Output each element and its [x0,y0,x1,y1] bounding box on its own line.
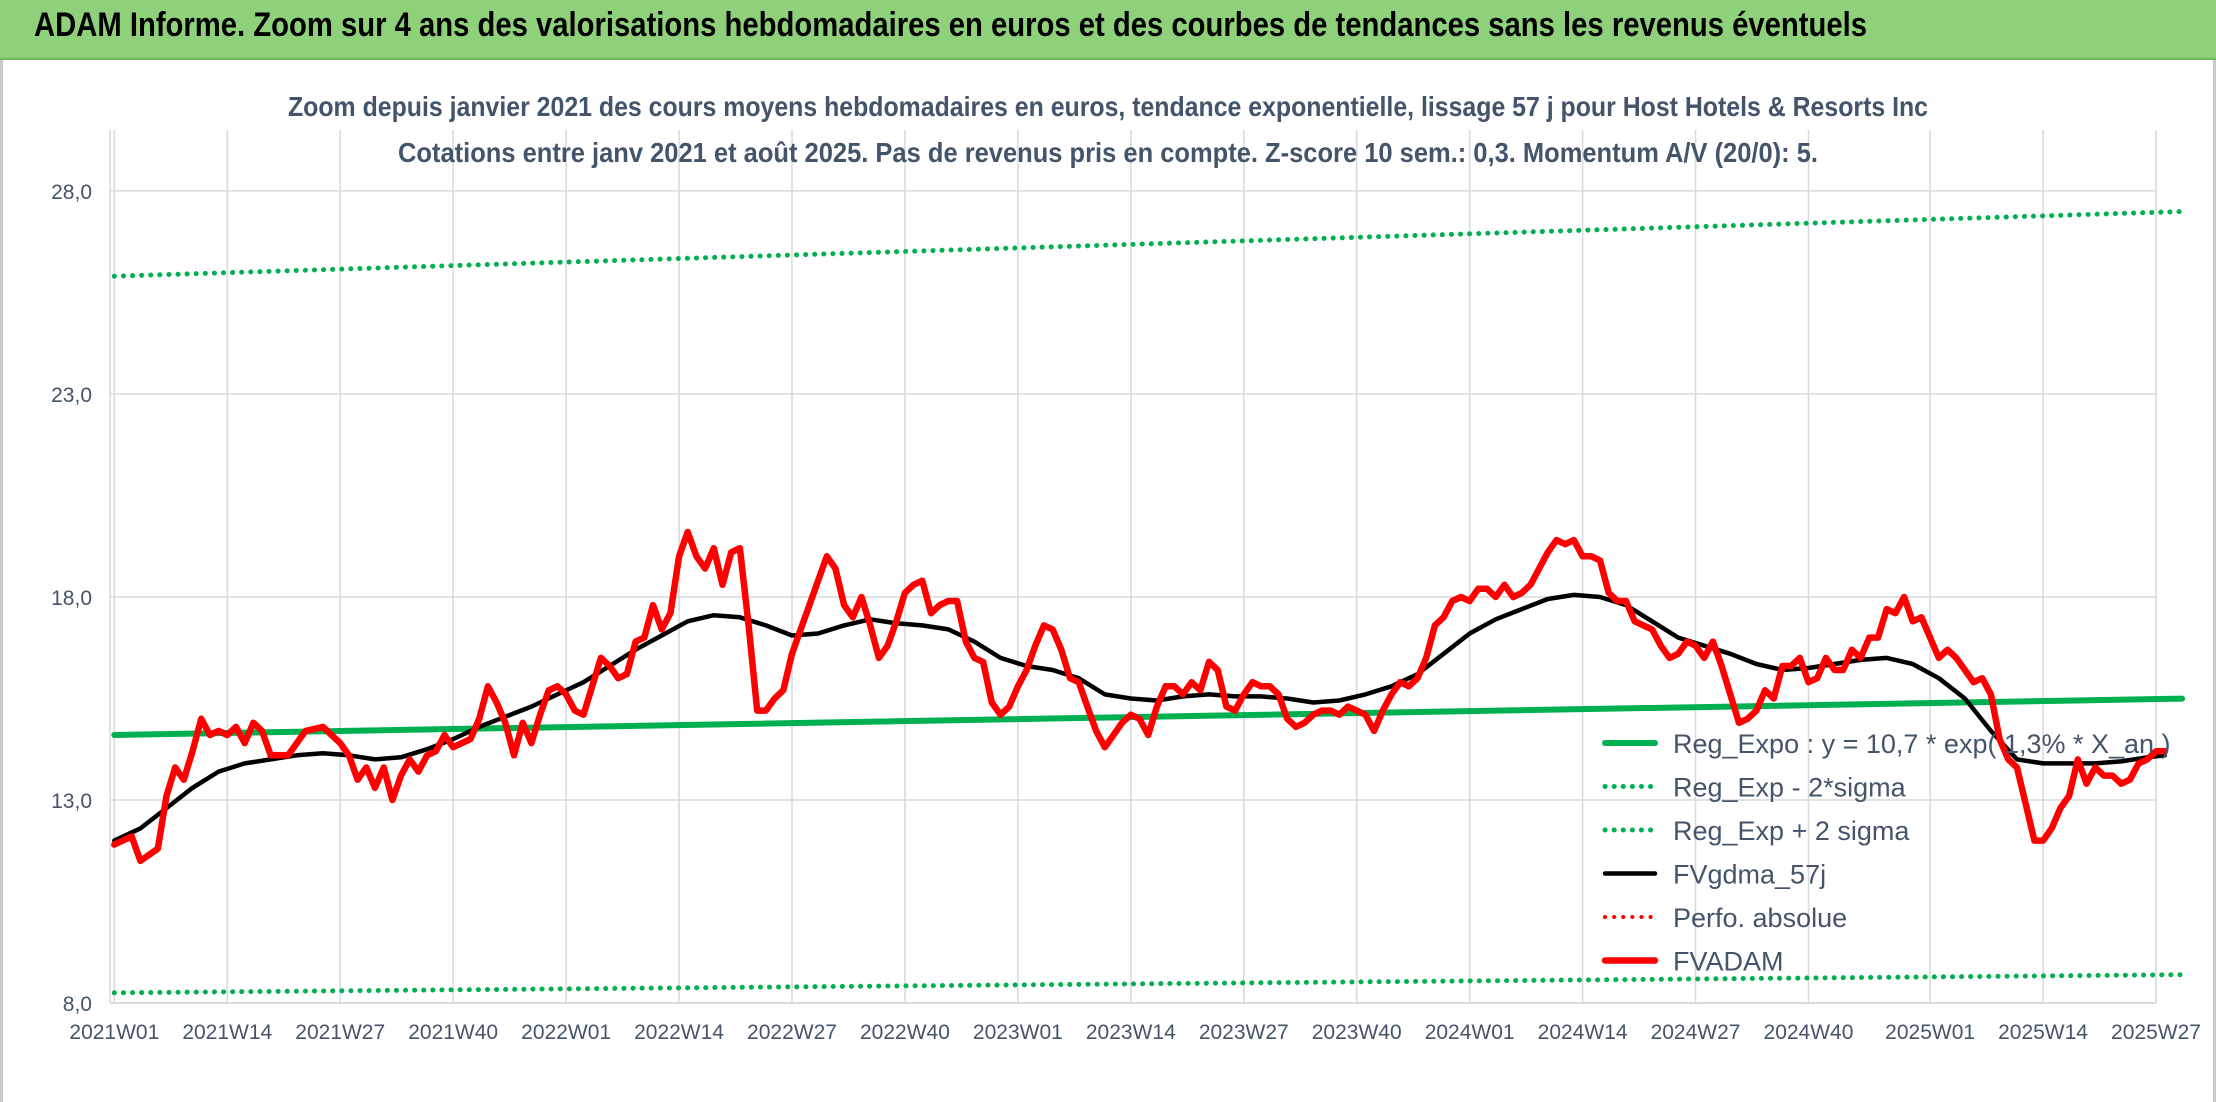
x-tick-label: 2023W40 [1312,1021,1402,1044]
x-tick-label: 2024W01 [1425,1021,1515,1044]
x-tick-label: 2021W27 [295,1021,385,1044]
x-tick-label: 2021W40 [408,1021,498,1044]
y-tick-label: 28,0 [51,181,92,204]
x-tick-label: 2023W01 [973,1021,1063,1044]
legend-label: FVADAM [1673,947,1784,977]
y-tick-label: 23,0 [51,384,92,407]
x-tick-label: 2022W40 [860,1021,950,1044]
y-tick-label: 8,0 [63,993,92,1016]
series-line [111,528,2168,865]
y-tick-label: 13,0 [51,790,92,813]
grid-lines [109,130,2157,1004]
x-tick-label: 2022W14 [634,1021,724,1044]
x-tick-label: 2024W27 [1651,1021,1741,1044]
y-axis-labels: 8,0 13,0 18,0 23,0 28,0 [51,181,92,1016]
x-tick-label: 2022W01 [521,1021,611,1044]
chart-frame [0,60,2216,1102]
x-tick-label: 2024W40 [1764,1021,1854,1044]
x-tick-label: 2021W14 [182,1021,272,1044]
chart-title: Zoom depuis janvier 2021 des cours moyen… [288,91,1928,122]
x-tick-label: 2021W01 [69,1021,159,1044]
chart-subtitle: Cotations entre janv 2021 et août 2025. … [398,137,1818,168]
legend-label: Reg_Expo : y = 10,7 * exp( 1,3% * X_an ) [1673,729,2171,759]
header-banner: ADAM Informe. Zoom sur 4 ans des valoris… [0,0,2216,60]
x-tick-label: 2025W27 [2111,1021,2201,1044]
legend-label: Reg_Exp + 2 sigma [1673,816,1910,846]
series-lines [111,209,2186,996]
series-line [111,972,2185,996]
chart-legend: Reg_Expo : y = 10,7 * exp( 1,3% * X_an )… [1601,729,2171,977]
series-line [111,695,2186,738]
series-line [111,209,2185,279]
x-tick-label: 2025W01 [1885,1021,1975,1044]
x-tick-label: 2022W27 [747,1021,837,1044]
x-tick-label: 2023W27 [1199,1021,1289,1044]
x-tick-label: 2024W14 [1538,1021,1628,1044]
legend-label: Perfo. absolue [1673,903,1847,933]
x-tick-label: 2025W14 [1998,1021,2088,1044]
x-axis-labels: 2021W01 2021W14 2021W27 2021W40 2022W01 2022W… [69,1021,2201,1044]
y-tick-label: 18,0 [51,587,92,610]
banner-title: ADAM Informe. Zoom sur 4 ans des valoris… [34,6,1867,44]
legend-label: Reg_Exp - 2*sigma [1673,773,1907,803]
x-tick-label: 2023W14 [1086,1021,1176,1044]
legend-label: FVgdma_57j [1673,860,1826,890]
